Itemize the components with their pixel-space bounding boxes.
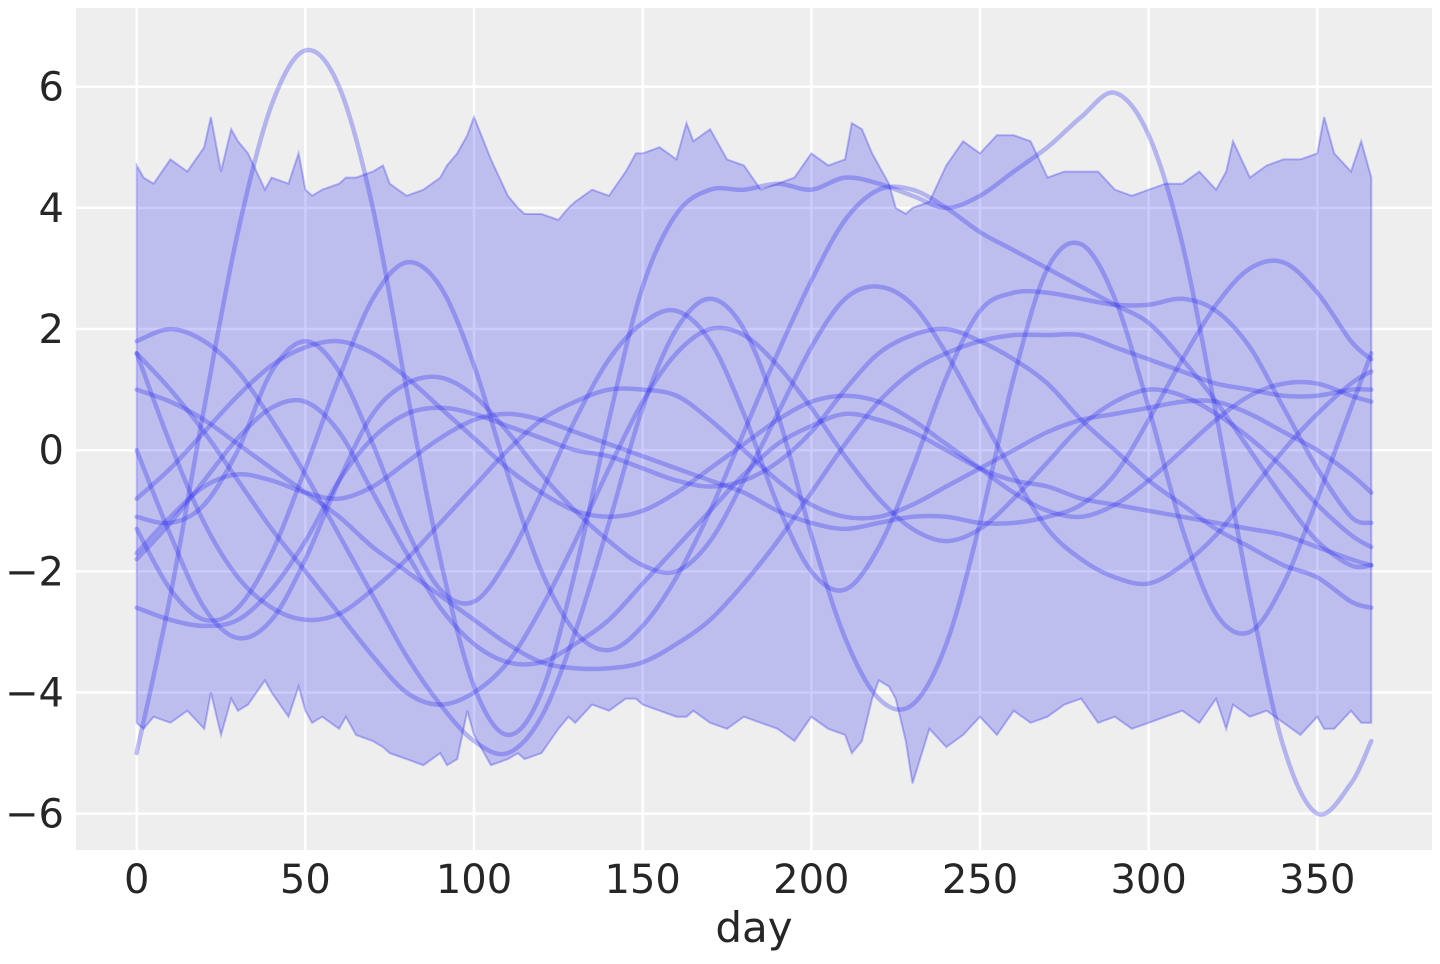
y-tick-label: 0 xyxy=(39,428,64,474)
sample-lines-group xyxy=(134,47,1374,817)
y-tick-label: −6 xyxy=(5,792,64,838)
sample-line-5 xyxy=(134,351,1374,623)
interval-band-group xyxy=(135,114,1373,784)
x-tick-label: 150 xyxy=(605,857,681,903)
sample-line-10 xyxy=(134,397,1374,667)
sample-line-8 xyxy=(134,326,1374,629)
x-axis-label: day xyxy=(715,903,792,952)
sample-line-4 xyxy=(134,284,1374,641)
y-tick-labels: −6 −4 −2 0 2 4 6 xyxy=(5,65,64,838)
sample-line-3 xyxy=(134,184,1374,653)
sample-line-2 xyxy=(134,240,1374,757)
x-tick-label: 50 xyxy=(280,857,331,903)
interval-band xyxy=(135,114,1373,784)
grid-lines xyxy=(76,8,1432,850)
x-tick-label: 350 xyxy=(1279,857,1355,903)
y-tick-label: 6 xyxy=(39,65,64,111)
sample-line-9 xyxy=(134,331,1374,672)
y-tick-label: −2 xyxy=(5,549,64,595)
sample-line-7 xyxy=(134,258,1374,556)
y-tick-label: 4 xyxy=(39,186,64,232)
y-tick-label: 2 xyxy=(39,307,64,353)
x-tick-label: 200 xyxy=(773,857,849,903)
sample-line-6 xyxy=(134,288,1374,606)
x-tick-label: 0 xyxy=(124,857,149,903)
sample-line-11 xyxy=(134,325,1374,707)
plot-background xyxy=(76,8,1432,850)
x-tick-label: 100 xyxy=(436,857,512,903)
x-tick-label: 250 xyxy=(942,857,1018,903)
sample-line-1 xyxy=(134,47,1374,817)
y-tick-label: −4 xyxy=(5,671,64,717)
x-tick-label: 300 xyxy=(1110,857,1186,903)
x-tick-labels: 0 50 100 150 200 250 300 350 xyxy=(124,857,1356,903)
sample-line-12 xyxy=(134,338,1374,520)
